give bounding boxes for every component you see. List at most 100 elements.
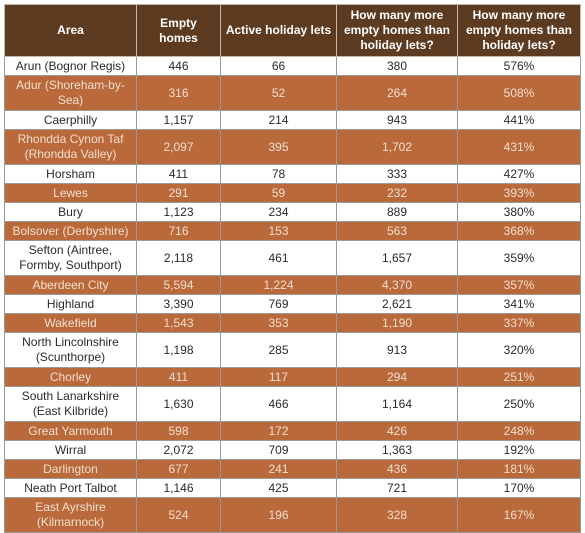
cell-area: Great Yarmouth bbox=[4, 421, 137, 441]
header-more-count: How many more empty homes than holiday l… bbox=[336, 4, 458, 57]
header-more-percent: How many more empty homes than holiday l… bbox=[457, 4, 581, 57]
cell-empty-homes: 598 bbox=[136, 421, 221, 441]
cell-more-percent: 337% bbox=[457, 313, 581, 333]
cell-more-percent: 251% bbox=[457, 367, 581, 387]
table-row: Wirral 2,072 709 1,363 192% bbox=[4, 440, 581, 460]
cell-more-percent: 508% bbox=[457, 75, 581, 111]
cell-empty-homes: 1,146 bbox=[136, 478, 221, 498]
cell-area: Darlington bbox=[4, 459, 137, 479]
cell-area: Caerphilly bbox=[4, 110, 137, 130]
cell-more-count: 1,363 bbox=[336, 440, 458, 460]
cell-more-percent: 359% bbox=[457, 240, 581, 276]
cell-more-count: 294 bbox=[336, 367, 458, 387]
table-row: East Ayrshire (Kilmarnock) 524 196 328 1… bbox=[4, 497, 581, 533]
table-row: Highland 3,390 769 2,621 341% bbox=[4, 294, 581, 314]
cell-area: Wirral bbox=[4, 440, 137, 460]
cell-area: Neath Port Talbot bbox=[4, 478, 137, 498]
cell-holiday-lets: 214 bbox=[220, 110, 337, 130]
cell-area: Arun (Bognor Regis) bbox=[4, 56, 137, 76]
cell-area: Highland bbox=[4, 294, 137, 314]
cell-empty-homes: 1,157 bbox=[136, 110, 221, 130]
cell-empty-homes: 2,118 bbox=[136, 240, 221, 276]
cell-more-count: 721 bbox=[336, 478, 458, 498]
header-empty-homes: Empty homes bbox=[136, 4, 221, 57]
cell-more-count: 1,164 bbox=[336, 386, 458, 422]
cell-more-percent: 380% bbox=[457, 202, 581, 222]
cell-empty-homes: 2,097 bbox=[136, 129, 221, 165]
cell-more-count: 2,621 bbox=[336, 294, 458, 314]
cell-area: Bury bbox=[4, 202, 137, 222]
cell-more-percent: 167% bbox=[457, 497, 581, 533]
cell-area: Wakefield bbox=[4, 313, 137, 333]
cell-holiday-lets: 353 bbox=[220, 313, 337, 333]
cell-more-count: 232 bbox=[336, 183, 458, 203]
cell-more-percent: 250% bbox=[457, 386, 581, 422]
table-row: Bolsover (Derbyshire) 716 153 563 368% bbox=[4, 221, 581, 241]
table-row: Darlington 677 241 436 181% bbox=[4, 459, 581, 479]
cell-more-count: 1,190 bbox=[336, 313, 458, 333]
cell-area: North Lincolnshire (Scunthorpe) bbox=[4, 332, 137, 368]
cell-empty-homes: 411 bbox=[136, 367, 221, 387]
cell-more-count: 328 bbox=[336, 497, 458, 533]
cell-holiday-lets: 241 bbox=[220, 459, 337, 479]
cell-more-count: 1,702 bbox=[336, 129, 458, 165]
table-row: Neath Port Talbot 1,146 425 721 170% bbox=[4, 478, 581, 498]
cell-holiday-lets: 153 bbox=[220, 221, 337, 241]
cell-more-count: 333 bbox=[336, 164, 458, 184]
cell-empty-homes: 524 bbox=[136, 497, 221, 533]
cell-more-percent: 441% bbox=[457, 110, 581, 130]
cell-more-percent: 192% bbox=[457, 440, 581, 460]
table-row: Sefton (Aintree, Formby, Southport) 2,11… bbox=[4, 240, 581, 276]
cell-empty-homes: 716 bbox=[136, 221, 221, 241]
table-row: Chorley 411 117 294 251% bbox=[4, 367, 581, 387]
cell-more-percent: 357% bbox=[457, 275, 581, 295]
cell-holiday-lets: 1,224 bbox=[220, 275, 337, 295]
cell-empty-homes: 5,594 bbox=[136, 275, 221, 295]
cell-holiday-lets: 461 bbox=[220, 240, 337, 276]
cell-area: East Ayrshire (Kilmarnock) bbox=[4, 497, 137, 533]
cell-area: Lewes bbox=[4, 183, 137, 203]
cell-holiday-lets: 769 bbox=[220, 294, 337, 314]
table-row: Lewes 291 59 232 393% bbox=[4, 183, 581, 203]
cell-area: Chorley bbox=[4, 367, 137, 387]
cell-more-count: 380 bbox=[336, 56, 458, 76]
cell-more-percent: 170% bbox=[457, 478, 581, 498]
cell-more-count: 426 bbox=[336, 421, 458, 441]
cell-holiday-lets: 425 bbox=[220, 478, 337, 498]
cell-holiday-lets: 466 bbox=[220, 386, 337, 422]
cell-empty-homes: 1,543 bbox=[136, 313, 221, 333]
cell-more-percent: 248% bbox=[457, 421, 581, 441]
table-row: Arun (Bognor Regis) 446 66 380 576% bbox=[4, 56, 581, 76]
cell-holiday-lets: 78 bbox=[220, 164, 337, 184]
cell-more-count: 943 bbox=[336, 110, 458, 130]
cell-holiday-lets: 395 bbox=[220, 129, 337, 165]
cell-holiday-lets: 196 bbox=[220, 497, 337, 533]
cell-more-count: 563 bbox=[336, 221, 458, 241]
cell-more-percent: 576% bbox=[457, 56, 581, 76]
cell-more-percent: 427% bbox=[457, 164, 581, 184]
cell-area: Bolsover (Derbyshire) bbox=[4, 221, 137, 241]
cell-empty-homes: 2,072 bbox=[136, 440, 221, 460]
table-row: Caerphilly 1,157 214 943 441% bbox=[4, 110, 581, 130]
cell-holiday-lets: 709 bbox=[220, 440, 337, 460]
cell-area: Adur (Shoreham-by-Sea) bbox=[4, 75, 137, 111]
cell-empty-homes: 411 bbox=[136, 164, 221, 184]
cell-more-count: 436 bbox=[336, 459, 458, 479]
cell-holiday-lets: 66 bbox=[220, 56, 337, 76]
cell-holiday-lets: 172 bbox=[220, 421, 337, 441]
cell-more-count: 1,657 bbox=[336, 240, 458, 276]
cell-area: Horsham bbox=[4, 164, 137, 184]
cell-more-percent: 431% bbox=[457, 129, 581, 165]
cell-more-count: 913 bbox=[336, 332, 458, 368]
cell-holiday-lets: 117 bbox=[220, 367, 337, 387]
header-area: Area bbox=[4, 4, 137, 57]
cell-more-count: 264 bbox=[336, 75, 458, 111]
cell-more-percent: 181% bbox=[457, 459, 581, 479]
table-row: Rhondda Cynon Taf (Rhondda Valley) 2,097… bbox=[4, 129, 581, 165]
header-active-holiday-lets: Active holiday lets bbox=[220, 4, 337, 57]
cell-empty-homes: 677 bbox=[136, 459, 221, 479]
cell-more-percent: 368% bbox=[457, 221, 581, 241]
table-row: Bury 1,123 234 889 380% bbox=[4, 202, 581, 222]
cell-area: Sefton (Aintree, Formby, Southport) bbox=[4, 240, 137, 276]
